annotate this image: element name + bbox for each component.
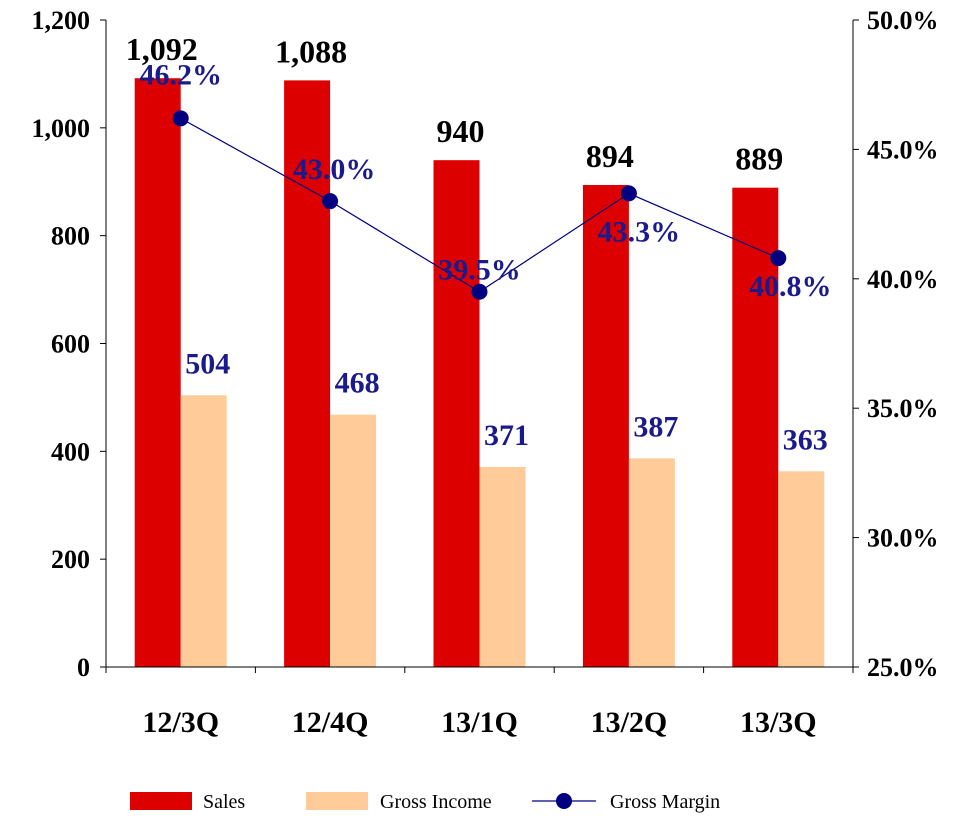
gross-income-value-label: 387	[633, 410, 678, 443]
sales-value-label: 889	[735, 141, 783, 177]
sales-bar	[134, 78, 181, 668]
gross-income-value-label: 504	[185, 347, 230, 380]
x-category-label: 12/4Q	[292, 706, 369, 739]
gross-margin-point	[471, 283, 488, 300]
sales-bar	[433, 160, 480, 667]
right-tick-label: 25.0%	[867, 653, 939, 682]
gross-margin-value-label: 39.5%	[438, 254, 521, 287]
gross-income-bar	[180, 395, 227, 667]
gross-margin-value-label: 43.0%	[293, 153, 376, 186]
gross-margin-point	[322, 193, 339, 210]
gross-income-value-label: 468	[335, 367, 380, 400]
gross-margin-point	[172, 110, 189, 127]
legend-label-gross-income: Gross Income	[380, 791, 492, 813]
sales-bar	[732, 187, 779, 667]
gross-income-bar	[778, 471, 825, 667]
left-tick-label: 800	[51, 222, 90, 251]
legend-swatch-sales	[130, 792, 192, 810]
sales-bar	[284, 80, 331, 668]
sales-value-label: 940	[437, 113, 485, 149]
right-tick-label: 40.0%	[867, 265, 939, 294]
legend-label-gross-margin: Gross Margin	[610, 791, 720, 813]
right-tick-label: 50.0%	[867, 6, 939, 35]
legend-swatch-gross-income	[306, 792, 368, 810]
left-tick-label: 0	[77, 653, 90, 682]
sales-value-label: 894	[586, 138, 634, 174]
x-category-label: 13/2Q	[591, 706, 668, 739]
legend-marker-gross-margin	[556, 793, 572, 809]
x-category-label: 12/3Q	[142, 706, 219, 739]
sales-value-label: 1,092	[126, 31, 198, 67]
gross-margin-value-label: 43.3%	[598, 215, 681, 248]
right-tick-label: 35.0%	[867, 394, 939, 423]
legend-label-sales: Sales	[203, 791, 245, 813]
gross-margin-point	[770, 250, 787, 267]
gross-income-bar	[330, 414, 377, 667]
gross-margin-point	[620, 185, 637, 202]
gross-margin-value-label: 46.2%	[139, 58, 222, 91]
left-tick-label: 1,200	[32, 6, 91, 35]
gross-income-value-label: 371	[484, 419, 529, 452]
gross-income-bar	[479, 466, 526, 667]
left-tick-label: 200	[51, 545, 90, 574]
gross-margin-value-label: 40.8%	[749, 270, 832, 303]
x-category-label: 13/3Q	[740, 706, 817, 739]
left-tick-label: 1,000	[32, 114, 91, 143]
sales-bar	[582, 184, 629, 668]
gross-income-bar	[628, 458, 675, 667]
right-tick-label: 30.0%	[867, 524, 939, 553]
left-tick-label: 400	[51, 437, 90, 466]
x-category-label: 13/1Q	[441, 706, 518, 739]
gross-income-value-label: 363	[783, 423, 828, 456]
right-tick-label: 45.0%	[867, 135, 939, 164]
left-tick-label: 600	[51, 330, 90, 359]
sales-value-label: 1,088	[275, 33, 347, 69]
